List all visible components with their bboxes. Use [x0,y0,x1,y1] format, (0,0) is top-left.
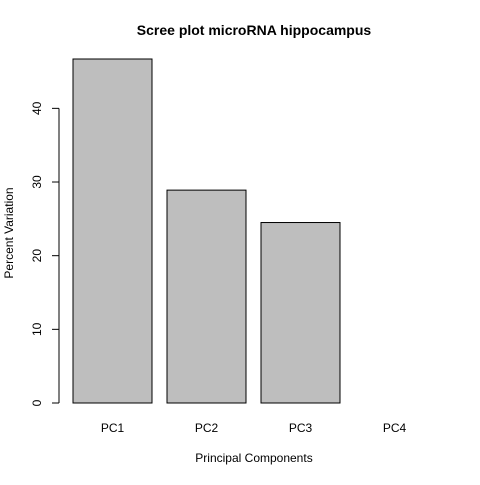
y-tick-label: 10 [30,322,44,336]
x-tick-label: PC4 [383,421,407,435]
bars [72,58,341,404]
bar-pc2 [166,189,247,404]
x-tick-labels: PC1 PC2 PC3 PC4 [101,421,407,435]
y-tick-label: 20 [30,249,44,263]
y-axis: 0 10 20 30 40 [30,101,60,406]
bar-pc1 [72,58,153,404]
x-axis-label: Principal Components [195,451,312,465]
x-tick-label: PC1 [101,421,125,435]
x-tick-label: PC2 [195,421,219,435]
chart-title: Scree plot microRNA hippocampus [137,22,372,38]
y-tick-label: 30 [30,175,44,189]
bar-pc3 [260,222,341,404]
y-tick-label: 0 [30,399,44,406]
y-axis-label: Percent Variation [2,187,16,278]
x-tick-label: PC3 [289,421,313,435]
y-tick-label: 40 [30,101,44,115]
